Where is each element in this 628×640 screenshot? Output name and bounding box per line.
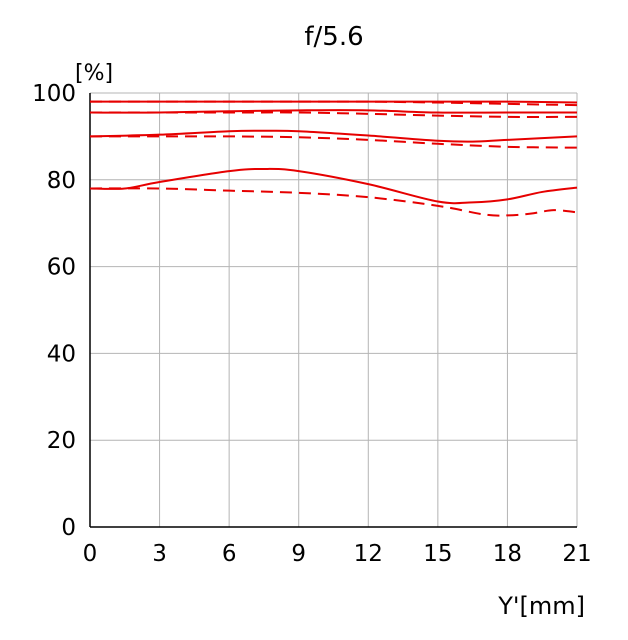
series-line-3-solid bbox=[89, 109, 577, 114]
x-tick-label-2: 6 bbox=[222, 541, 237, 567]
y-tick-label-3: 60 bbox=[47, 255, 76, 281]
x-axis-label: Y'[mm] bbox=[497, 592, 585, 620]
grid bbox=[89, 92, 578, 528]
x-tick-label-5: 15 bbox=[423, 541, 452, 567]
y-tick-label-4: 80 bbox=[47, 168, 76, 194]
y-tick-label-0: 0 bbox=[61, 515, 76, 541]
series-line-5-solid bbox=[89, 129, 578, 143]
series-line-6-dashed bbox=[90, 135, 578, 149]
x-tick-label-1: 3 bbox=[152, 541, 167, 567]
axes bbox=[89, 93, 577, 528]
y-tick-label-5: 100 bbox=[32, 81, 76, 107]
y-tick-label-2: 40 bbox=[47, 341, 76, 367]
x-tick-label-7: 21 bbox=[562, 541, 591, 567]
x-tick-label-6: 18 bbox=[493, 541, 522, 567]
series-line-4-dashed bbox=[89, 111, 578, 118]
chart-title: f/5.6 bbox=[304, 22, 363, 52]
x-tick-label-4: 12 bbox=[354, 541, 383, 567]
series-line-7-solid bbox=[89, 167, 578, 205]
y-axis-label: [%] bbox=[75, 61, 113, 86]
series-line-8-dashed bbox=[89, 187, 578, 217]
series-line-2-dashed bbox=[89, 100, 578, 107]
series-line-1-solid bbox=[89, 100, 578, 104]
y-tick-label-1: 20 bbox=[47, 428, 76, 454]
tick-labels: 0 3 6 9 12 15 18 21 0 20 40 60 80 100 bbox=[32, 81, 592, 567]
x-tick-label-3: 9 bbox=[291, 541, 306, 567]
x-tick-label-0: 0 bbox=[83, 541, 98, 567]
series-lines bbox=[89, 100, 578, 217]
